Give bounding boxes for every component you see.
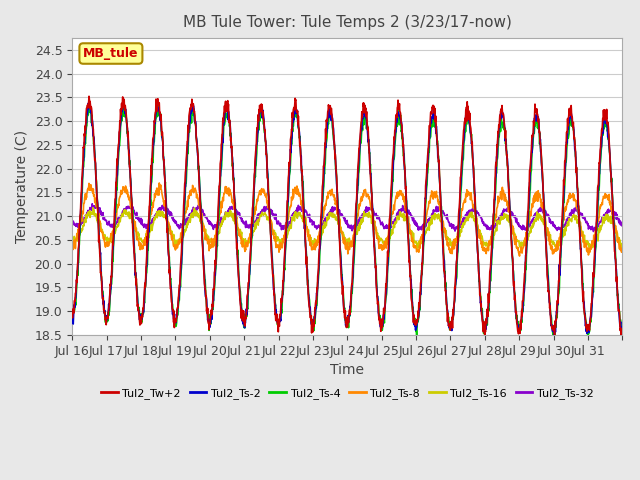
- Text: MB_tule: MB_tule: [83, 47, 139, 60]
- Legend: Tul2_Tw+2, Tul2_Ts-2, Tul2_Ts-4, Tul2_Ts-8, Tul2_Ts-16, Tul2_Ts-32: Tul2_Tw+2, Tul2_Ts-2, Tul2_Ts-4, Tul2_Ts…: [97, 384, 598, 404]
- Y-axis label: Temperature (C): Temperature (C): [15, 130, 29, 243]
- X-axis label: Time: Time: [330, 363, 364, 377]
- Title: MB Tule Tower: Tule Temps 2 (3/23/17-now): MB Tule Tower: Tule Temps 2 (3/23/17-now…: [183, 15, 512, 30]
